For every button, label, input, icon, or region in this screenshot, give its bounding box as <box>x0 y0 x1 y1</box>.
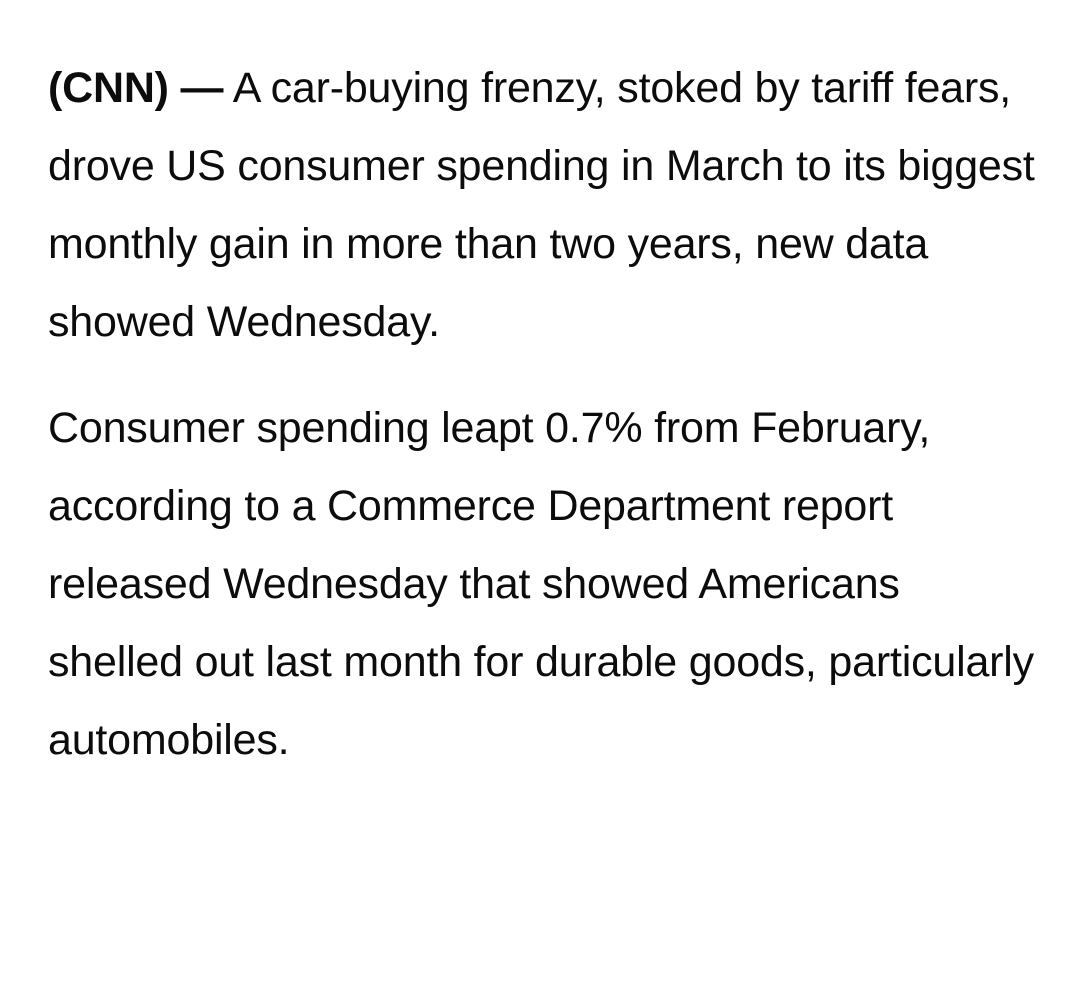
article-paragraph-1: (CNN) — A car-buying frenzy, stoked by t… <box>48 49 1038 361</box>
paragraph-1-text: A car-buying frenzy, stoked by tariff fe… <box>48 64 1035 346</box>
article-paragraph-2: Consumer spending leapt 0.7% from Februa… <box>48 389 1038 779</box>
paragraph-2-text: Consumer spending leapt 0.7% from Februa… <box>48 404 1034 764</box>
article-body: (CNN) — A car-buying frenzy, stoked by t… <box>48 49 1038 779</box>
source-dateline: (CNN) — <box>48 64 224 112</box>
